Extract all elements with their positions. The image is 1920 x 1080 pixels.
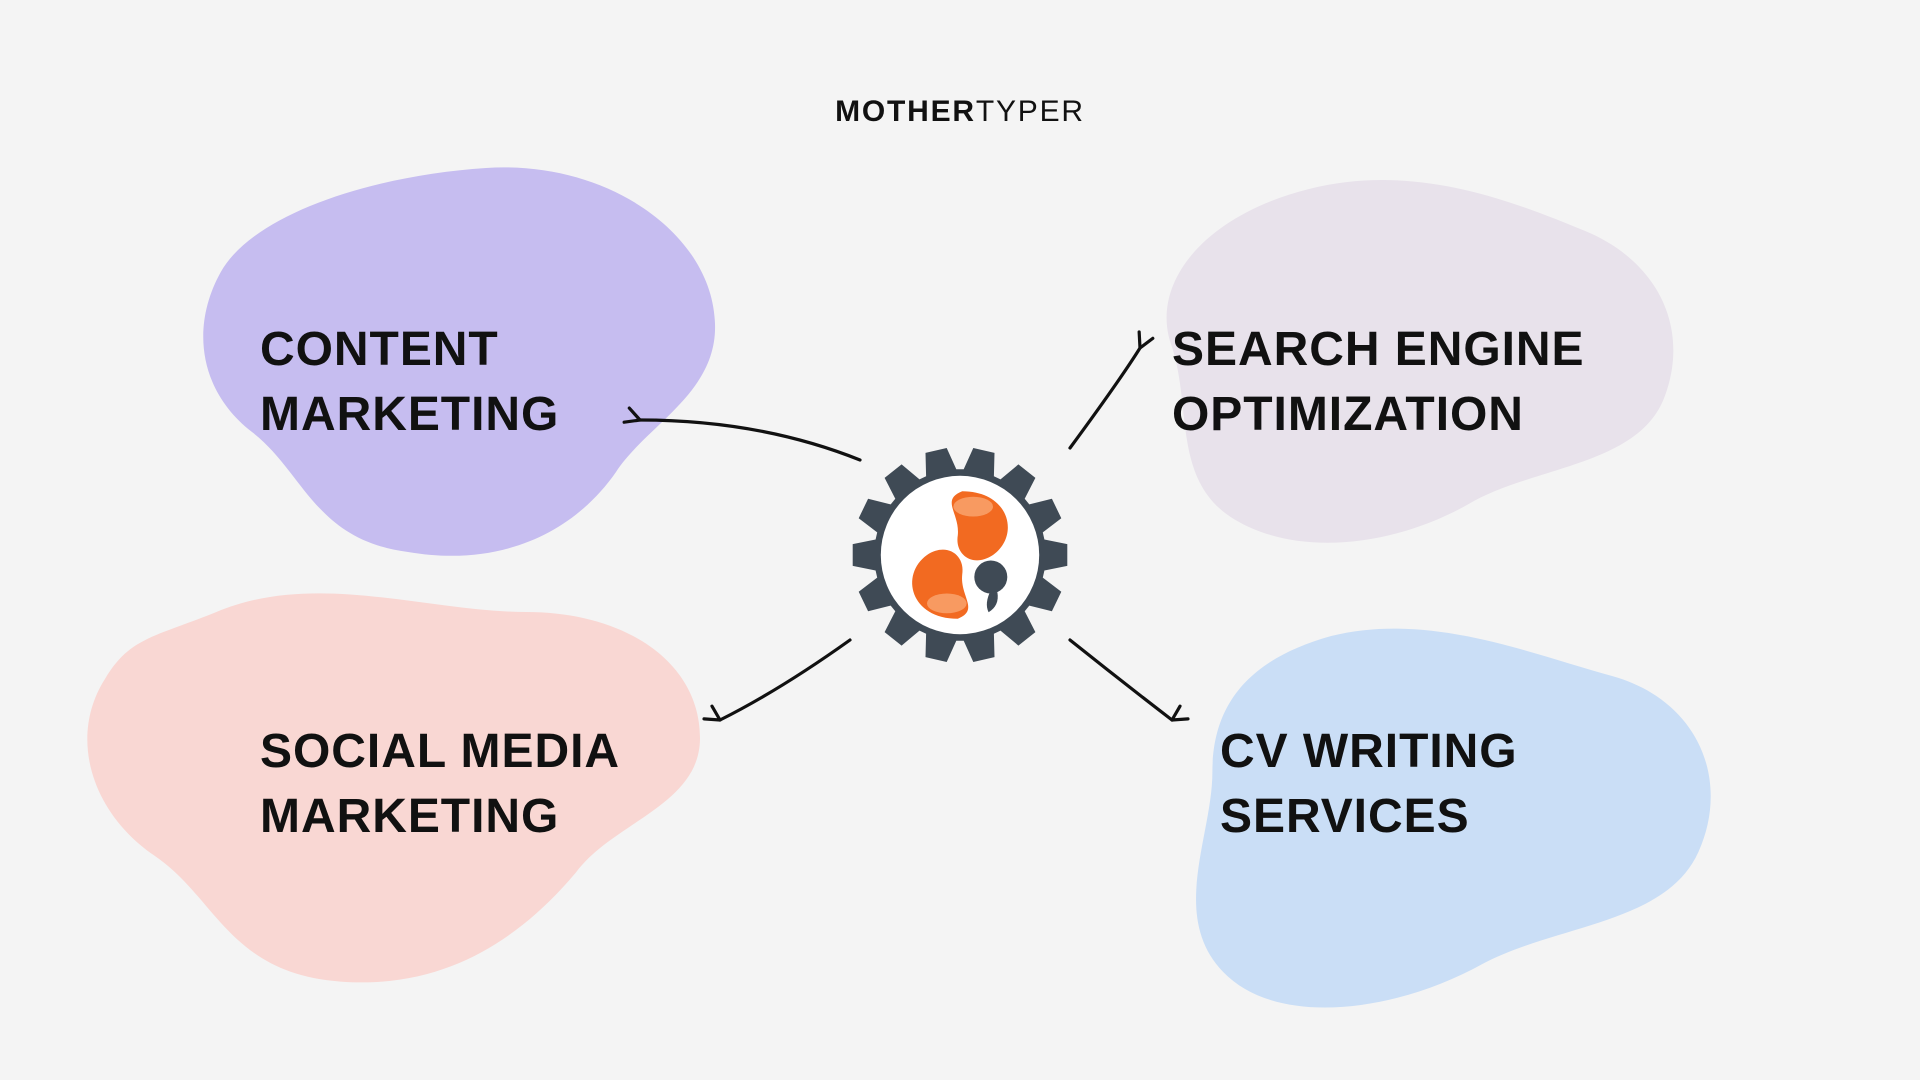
arrowhead-to-cv [1172,706,1188,720]
arrowhead-to-content [624,408,640,422]
arrow-to-content [640,420,860,460]
arrow-to-seo [1070,348,1140,448]
arrowhead-to-seo [1139,332,1153,348]
infographic-canvas: MOTHERTYPERCONTENT MARKETINGSEARCH ENGIN… [0,0,1920,1080]
center-gear-logo [850,445,1070,665]
arrowhead-to-social [704,706,720,720]
arrow-to-social [720,640,850,720]
arrow-to-cv [1070,640,1172,720]
